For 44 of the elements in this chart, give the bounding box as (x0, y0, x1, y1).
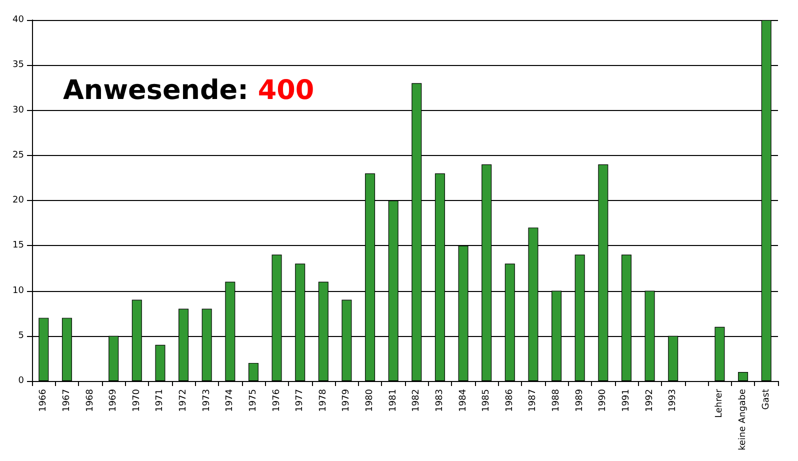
x-tick-label: 1974 (225, 388, 236, 412)
x-tick-label: 1973 (202, 389, 212, 412)
x-tick-label: 1977 (295, 389, 306, 412)
x-tick-label: Gast (761, 388, 772, 410)
x-tick-label: 1986 (504, 388, 515, 412)
x-tick-label: 1989 (574, 388, 585, 412)
y-tick-label: 25 (12, 150, 24, 160)
x-tick-label: 1984 (458, 388, 468, 412)
x-tick-label: 1983 (434, 389, 445, 412)
x-tick-label: 1990 (598, 388, 608, 412)
x-tick-label: 1966 (38, 388, 49, 412)
x-tick-label: 1992 (644, 389, 655, 412)
x-tick-label: 1987 (528, 389, 538, 412)
x-tick-label: Lehrer (714, 388, 725, 418)
x-tick-label: 1967 (62, 389, 72, 412)
y-tick-label: 0 (18, 376, 24, 386)
x-tick-label: 1985 (482, 389, 492, 412)
y-tick-label: 35 (12, 60, 24, 70)
x-tick-label: 1971 (155, 389, 166, 412)
y-tick-label: 10 (12, 286, 24, 296)
x-tick-label: 1976 (272, 388, 282, 412)
y-tick-label: 5 (18, 330, 24, 341)
x-tick-label: 1979 (342, 388, 352, 412)
text: Anwesende: 400 (63, 75, 314, 106)
x-tick-label: 1993 (668, 389, 678, 412)
x-tick-label: 1981 (388, 389, 398, 412)
y-tick-label: 30 (12, 105, 24, 116)
x-tick-label: keine Angabe (738, 388, 748, 450)
x-tick-label: 1972 (178, 389, 189, 412)
y-tick-label: 15 (12, 240, 24, 251)
x-tick-label: 1980 (365, 388, 376, 412)
bar (155, 344, 166, 381)
x-tick-label: 1982 (412, 389, 422, 412)
y-tick-label: 40 (12, 15, 24, 25)
x-tick-label: 1970 (132, 388, 142, 412)
x-tick-label: 1969 (108, 388, 119, 412)
bar (738, 372, 748, 381)
x-tick-label: 1968 (85, 388, 96, 412)
x-tick-label: 1975 (248, 389, 258, 412)
x-tick-label: 1978 (318, 388, 328, 412)
bar (248, 362, 258, 381)
x-tick-label: 1988 (552, 388, 562, 412)
x-tick-label: 1991 (621, 389, 632, 412)
y-tick-label: 20 (12, 196, 24, 206)
